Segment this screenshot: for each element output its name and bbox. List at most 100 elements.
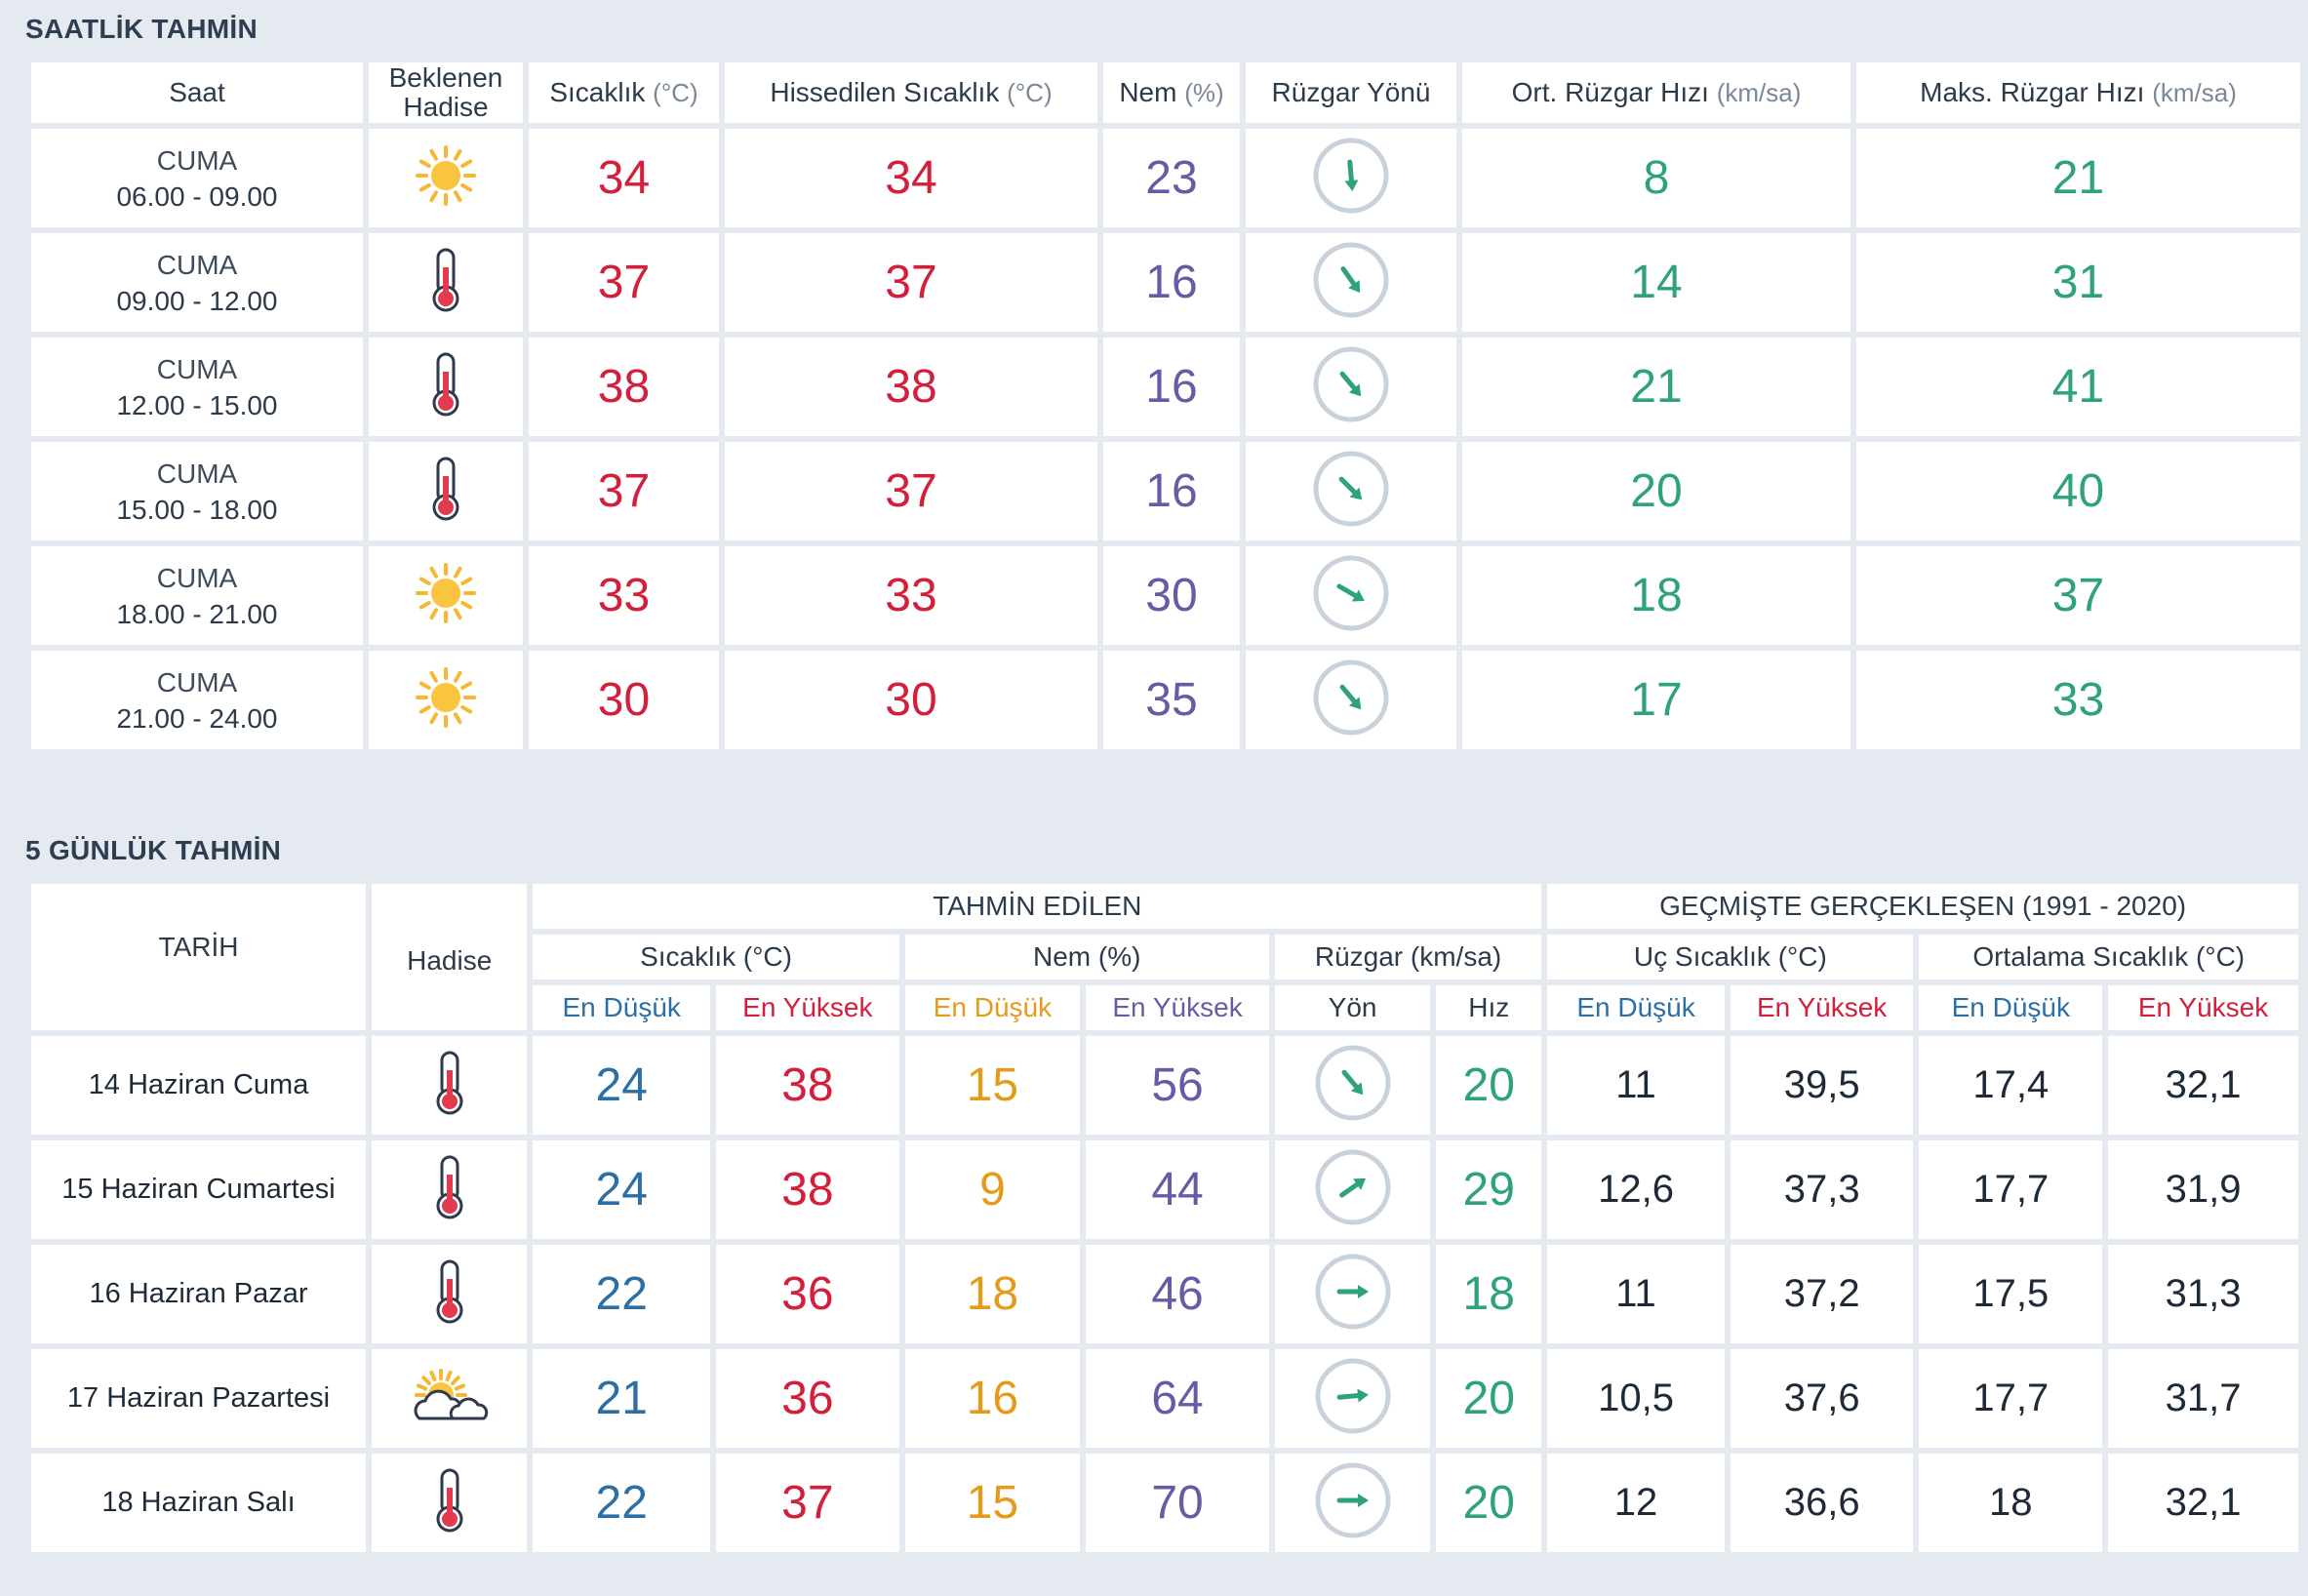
row-time-range: 21.00 - 24.00 (116, 702, 278, 734)
wind-direction-arrow-icon (1312, 241, 1390, 324)
wind-direction-arrow-icon (1312, 450, 1390, 533)
row-day: CUMA (156, 666, 238, 698)
hourly-forecast-title: SAATLİK TAHMİN (25, 14, 259, 44)
header-ortalama-sicaklik-group: Ortalama Sıcaklık (°C) (1919, 935, 2298, 979)
wind-direction-cell (1246, 546, 1456, 645)
extreme-min-value: 11 (1547, 1245, 1725, 1343)
time-cell: CUMA 12.00 - 15.00 (31, 338, 363, 436)
date-value: 16 Haziran Pazar (31, 1245, 367, 1343)
feels-like-value: 38 (725, 338, 1097, 436)
temp-max-value: 36 (716, 1245, 899, 1343)
weather-icon-cell (369, 338, 523, 436)
date-value: 17 Haziran Pazartesi (31, 1349, 367, 1448)
temperature-value: 33 (529, 546, 719, 645)
table-row: CUMA 18.00 - 21.00 33 33 30 18 37 (31, 546, 2300, 645)
header-sicaklik: Sıcaklık (°C) (529, 62, 719, 123)
date-value: 18 Haziran Salı (31, 1454, 367, 1552)
temp-min-value: 22 (533, 1454, 710, 1552)
header-ort-ruzgar-unit: (km/sa) (1716, 78, 1802, 107)
wind-direction-arrow-icon (1312, 554, 1390, 637)
table-row: CUMA 09.00 - 12.00 37 37 16 14 31 (31, 233, 2300, 332)
table-row: CUMA 12.00 - 15.00 38 38 16 21 41 (31, 338, 2300, 436)
row-time-range: 12.00 - 15.00 (116, 389, 278, 420)
extreme-max-value: 37,3 (1730, 1140, 1914, 1239)
extreme-min-value: 12 (1547, 1454, 1725, 1552)
header-maks-ruzgar-label: Maks. Rüzgar Hızı (1920, 77, 2145, 107)
temperature-value: 30 (529, 651, 719, 749)
table-row: 16 Haziran Pazar 22 36 18 46 18 11 37,2 17,5 31… (31, 1245, 2298, 1343)
header-wind-speed: Hız (1436, 985, 1542, 1030)
table-row: CUMA 21.00 - 24.00 30 30 35 17 33 (31, 651, 2300, 749)
average-max-value: 31,9 (2108, 1140, 2298, 1239)
row-day: CUMA (156, 249, 238, 280)
wind-direction-arrow-icon (1314, 1461, 1392, 1544)
header-nem: Nem (%) (1103, 62, 1240, 123)
temp-min-value: 24 (533, 1140, 710, 1239)
wind-direction-arrow-icon (1312, 658, 1390, 741)
feels-like-value: 30 (725, 651, 1097, 749)
avg-wind-speed-value: 14 (1462, 233, 1850, 332)
extreme-min-value: 11 (1547, 1036, 1725, 1135)
temp-min-value: 22 (533, 1245, 710, 1343)
table-row: 15 Haziran Cumartesi 24 38 9 44 29 12,6 37,3 1… (31, 1140, 2298, 1239)
wind-speed-value: 20 (1436, 1454, 1542, 1552)
header-hissedilen-unit: (°C) (1007, 78, 1053, 107)
table-row: CUMA 06.00 - 09.00 34 34 23 8 21 (31, 129, 2300, 227)
header-nem-group: Nem (%) (904, 935, 1269, 979)
header-maks-ruzgar-unit: (km/sa) (2152, 78, 2237, 107)
header-beklenen-hadise: Beklenen Hadise (369, 62, 523, 123)
max-wind-speed-value: 40 (1856, 442, 2300, 540)
average-min-value: 18 (1919, 1454, 2103, 1552)
average-max-value: 32,1 (2108, 1036, 2298, 1135)
header-hadise-line2: Hadise (403, 92, 489, 122)
average-min-value: 17,7 (1919, 1349, 2103, 1448)
thermometer-icon (430, 1257, 469, 1331)
wind-direction-cell (1246, 233, 1456, 332)
header-wind-direction: Yön (1274, 985, 1431, 1030)
header-extreme-min: En Düşük (1547, 985, 1725, 1030)
humidity-min-value: 18 (904, 1245, 1081, 1343)
wind-speed-value: 20 (1436, 1349, 1542, 1448)
header-maks-ruzgar: Maks. Rüzgar Hızı (km/sa) (1856, 62, 2300, 123)
wind-direction-cell (1246, 442, 1456, 540)
wind-direction-arrow-icon (1312, 137, 1390, 219)
header-average-max: En Yüksek (2108, 985, 2298, 1030)
humidity-value: 16 (1103, 338, 1240, 436)
table-row: CUMA 15.00 - 18.00 37 37 16 20 40 (31, 442, 2300, 540)
weather-icon-cell (372, 1140, 528, 1239)
sun-icon (412, 559, 480, 632)
time-cell: CUMA 21.00 - 24.00 (31, 651, 363, 749)
row-time-range: 15.00 - 18.00 (116, 494, 278, 525)
weather-icon-cell (369, 442, 523, 540)
header-ort-ruzgar: Ort. Rüzgar Hızı (km/sa) (1462, 62, 1850, 123)
humidity-min-value: 16 (904, 1349, 1081, 1448)
header-sicaklik-unit: (°C) (653, 78, 698, 107)
avg-wind-speed-value: 17 (1462, 651, 1850, 749)
extreme-max-value: 39,5 (1730, 1036, 1914, 1135)
header-humidity-min: En Düşük (904, 985, 1081, 1030)
temp-min-value: 21 (533, 1349, 710, 1448)
max-wind-speed-value: 21 (1856, 129, 2300, 227)
thermometer-icon (426, 455, 465, 528)
header-extreme-max: En Yüksek (1730, 985, 1914, 1030)
header-tarih: TARİH (31, 884, 367, 1030)
wind-direction-arrow-icon (1314, 1253, 1392, 1336)
header-hissedilen: Hissedilen Sıcaklık (°C) (725, 62, 1097, 123)
date-value: 14 Haziran Cuma (31, 1036, 367, 1135)
avg-wind-speed-value: 8 (1462, 129, 1850, 227)
row-day: CUMA (156, 353, 238, 384)
temp-max-value: 38 (716, 1036, 899, 1135)
time-cell: CUMA 09.00 - 12.00 (31, 233, 363, 332)
humidity-min-value: 15 (904, 1454, 1081, 1552)
row-day: CUMA (156, 562, 238, 593)
header-hadise: Hadise (372, 884, 528, 1030)
weather-icon-cell (369, 233, 523, 332)
extreme-min-value: 10,5 (1547, 1349, 1725, 1448)
wind-direction-cell (1274, 1036, 1431, 1135)
weather-icon-cell (369, 546, 523, 645)
header-nem-label: Nem (1119, 77, 1177, 107)
header-sicaklik-label: Sıcaklık (549, 77, 646, 107)
temperature-value: 37 (529, 442, 719, 540)
humidity-min-value: 9 (904, 1140, 1081, 1239)
humidity-max-value: 70 (1086, 1454, 1269, 1552)
